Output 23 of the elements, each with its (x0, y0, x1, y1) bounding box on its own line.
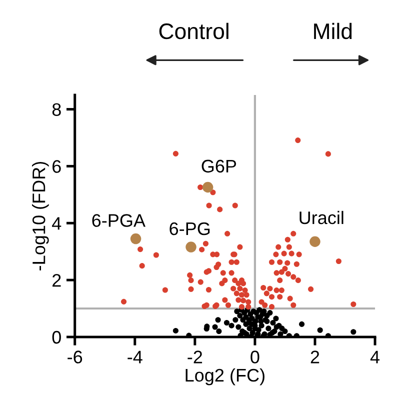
y-tick-label: 6 (52, 160, 61, 173)
x-tick-label: 2 (310, 350, 320, 364)
annotation: 6-PGA (92, 214, 146, 227)
annotation: 6-PG (170, 222, 210, 236)
text: Control (159, 22, 228, 40)
y-tick-label: 8 (52, 103, 61, 116)
y-tick-label: 4 (52, 217, 62, 230)
point (186, 242, 196, 252)
annotation: Uracil (300, 210, 344, 224)
x-tick-label: 4 (370, 350, 380, 364)
x-tick-label: -4 (128, 350, 142, 364)
point (130, 233, 142, 244)
y-tick-label: 2 (52, 274, 61, 287)
text: Mild (314, 22, 352, 40)
x-axis-title: Log2 (FC) (186, 368, 264, 386)
x-tick-label: 0 (250, 350, 260, 364)
y-axis-title: -Log10 (FDR) (32, 162, 49, 270)
x-tick-label: -2 (188, 350, 202, 364)
point (310, 236, 320, 248)
annotation: G6P (202, 160, 236, 173)
x-tick-label: -6 (68, 350, 82, 364)
y-tick-label: 0 (52, 330, 61, 344)
point (202, 182, 214, 193)
